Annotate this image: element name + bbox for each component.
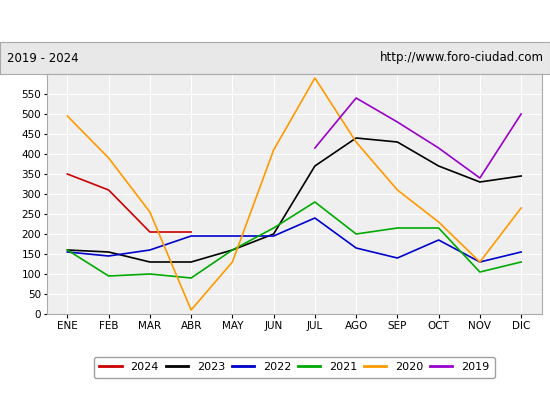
Text: Evolucion Nº Turistas Nacionales en el municipio de Salar: Evolucion Nº Turistas Nacionales en el m… [37,14,513,28]
Legend: 2024, 2023, 2022, 2021, 2020, 2019: 2024, 2023, 2022, 2021, 2020, 2019 [94,357,494,378]
Text: 2019 - 2024: 2019 - 2024 [7,52,78,64]
Text: http://www.foro-ciudad.com: http://www.foro-ciudad.com [379,52,543,64]
